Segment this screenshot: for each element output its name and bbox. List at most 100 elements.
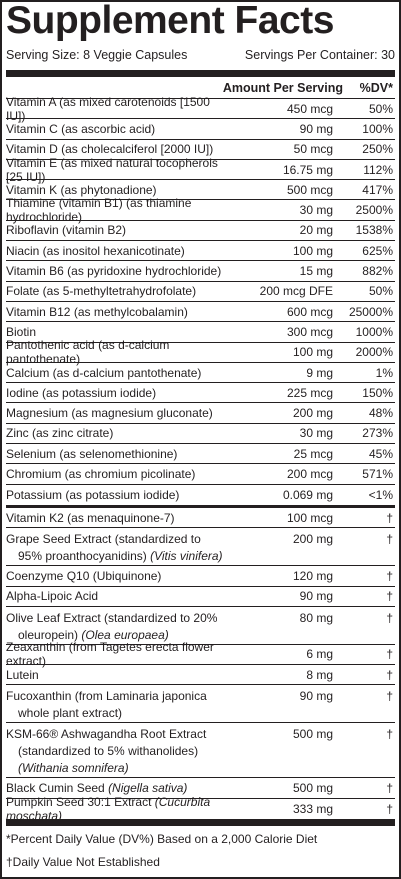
ingredient-name-cell: Pantothenic acid (as d-calcium pantothen… xyxy=(6,338,223,366)
ingredient-name: Pantothenic acid (as d-calcium pantothen… xyxy=(6,338,170,367)
amount: 200 mg xyxy=(292,406,333,421)
ingredient-row: KSM-66® Ashwagandha Root Extract (standa… xyxy=(6,723,395,779)
footnote: †Daily Value Not Established xyxy=(6,855,160,870)
ingredient-name: Iodine (as potassium iodide) xyxy=(6,385,157,400)
ingredient-name-cell: Zinc (as zinc citrate) xyxy=(6,426,223,440)
ingredient-name: Folate (as 5-methyltetrahydrofolate) xyxy=(6,284,197,299)
daily-value: 112% xyxy=(363,162,393,177)
ingredient-row: Vitamin K2 (as menaquinone-7) 100 mcg † xyxy=(6,508,395,529)
daily-value: 273% xyxy=(362,426,393,441)
ingredient-row: Thiamine (vitamin B1) (as thiamine hydro… xyxy=(6,196,395,224)
ingredient-row: Lutein 8 mg † xyxy=(6,665,395,686)
daily-value: † xyxy=(386,727,393,742)
ingredient-row: Vitamin B6 (as pyridoxine hydrochloride)… xyxy=(6,261,395,282)
ingredient-name-cell: Folate (as 5-methyltetrahydrofolate) xyxy=(6,284,223,298)
ingredient-name: Niacin (as inositol hexanicotinate) xyxy=(6,243,185,258)
amount: 6 mg xyxy=(306,647,333,662)
dv-header: %DV* xyxy=(359,80,393,95)
ingredient-name-cell: Olive Leaf Extract (standardized to 20% … xyxy=(6,610,223,644)
ingredient-name: Riboflavin (vitamin B2) xyxy=(6,223,127,238)
ingredient-row: Vitamin E (as mixed natural tocopherols … xyxy=(6,156,395,184)
footnote: *Percent Daily Value (DV%) Based on a 2,… xyxy=(6,832,318,847)
amount: 120 mg xyxy=(292,568,333,583)
daily-value: 2000% xyxy=(355,345,393,360)
amount: 200 mcg xyxy=(286,466,333,481)
ingredient-name: Zeaxanthin (from Tagetes erecta flower e… xyxy=(6,640,214,669)
daily-value: † xyxy=(386,781,393,796)
amount: 90 mg xyxy=(299,121,333,136)
ingredient-name-cell: Calcium (as d-calcium pantothenate) xyxy=(6,366,223,380)
daily-value: † xyxy=(386,589,393,604)
ingredient-name: Fucoxanthin (from Laminaria japonica who… xyxy=(6,689,207,721)
amount: 300 mcg xyxy=(286,324,333,339)
ingredient-row: Pumpkin Seed 30:1 Extract (Cucurbita mos… xyxy=(6,795,395,823)
daily-value: † xyxy=(386,532,393,547)
ingredient-row: Vitamin B12 (as methylcobalamin) 600 mcg 2… xyxy=(6,302,395,323)
latin-name: (Vitis vinifera) xyxy=(150,549,223,564)
daily-value: 571% xyxy=(362,466,393,481)
ingredient-row: Zinc (as zinc citrate) 30 mg 273% xyxy=(6,424,395,445)
ingredient-row: Iodine (as potassium iodide) 225 mcg 150% xyxy=(6,383,395,404)
daily-value: 250% xyxy=(362,142,393,157)
thick-rule xyxy=(6,819,395,827)
amount: 90 mg xyxy=(299,689,333,704)
ingredient-name: Chromium (as chromium picolinate) xyxy=(6,466,196,481)
daily-value: † xyxy=(386,568,393,583)
daily-value: † xyxy=(386,801,393,816)
ingredient-name: Alpha-Lipoic Acid xyxy=(6,589,99,604)
ingredient-row: Riboflavin (vitamin B2) 20 mg 1538% xyxy=(6,221,395,242)
ingredient-row: Biotin 300 mcg 1000% xyxy=(6,322,395,343)
ingredient-name: Vitamin C (as ascorbic acid) xyxy=(6,121,156,136)
daily-value: 1538% xyxy=(355,223,393,238)
ingredient-name-cell: Biotin xyxy=(6,325,223,339)
daily-value: † xyxy=(386,667,393,682)
ingredient-name-cell: Vitamin K2 (as menaquinone-7) xyxy=(6,511,223,525)
ingredient-name-cell: Fucoxanthin (from Laminaria japonica who… xyxy=(6,688,223,722)
amount: 500 mcg xyxy=(286,182,333,197)
ingredient-row: Magnesium (as magnesium gluconate) 200 mg… xyxy=(6,403,395,424)
ingredient-name-cell: KSM-66® Ashwagandha Root Extract (standa… xyxy=(6,726,223,777)
latin-name: (Cucurbita moschata) xyxy=(6,794,211,823)
ingredient-row: Vitamin D (as cholecalciferol [2000 IU])… xyxy=(6,140,395,160)
amount: 8 mg xyxy=(306,667,333,682)
daily-value: 1000% xyxy=(355,324,393,339)
medium-rule xyxy=(6,504,395,508)
ingredient-row: Chromium (as chromium picolinate) 200 mcg… xyxy=(6,464,395,485)
ingredient-name-cell: Iodine (as potassium iodide) xyxy=(6,386,223,400)
daily-value: 48% xyxy=(368,406,393,421)
amount: 500 mg xyxy=(292,727,333,742)
ingredient-name-cell: Potassium (as potassium iodide) xyxy=(6,488,223,502)
ingredient-name: Magnesium (as magnesium gluconate) xyxy=(6,406,213,421)
ingredient-row: Calcium (as d-calcium pantothenate) 9 mg 1… xyxy=(6,363,395,384)
ingredient-name-cell: Magnesium (as magnesium gluconate) xyxy=(6,406,223,420)
ingredient-name-cell: Selenium (as selenomethionine) xyxy=(6,447,223,461)
ingredient-name-cell: Vitamin A (as mixed carotenoids [1500 IU… xyxy=(6,95,223,123)
daily-value: 100% xyxy=(362,121,393,136)
ingredient-row: Vitamin A (as mixed carotenoids [1500 IU… xyxy=(6,95,395,123)
daily-value: <1% xyxy=(368,487,393,502)
daily-value: † xyxy=(386,610,393,625)
daily-value: 150% xyxy=(362,385,393,400)
ingredient-row: Folate (as 5-methyltetrahydrofolate) 200 … xyxy=(6,282,395,302)
ingredient-name-cell: Grape Seed Extract (standardized to 95% … xyxy=(6,531,223,565)
ingredient-name-cell: Riboflavin (vitamin B2) xyxy=(6,223,223,237)
ingredient-name-cell: Vitamin K (as phytonadione) xyxy=(6,183,223,197)
amount: 16.75 mg xyxy=(282,162,333,177)
ingredient-name-cell: Chromium (as chromium picolinate) xyxy=(6,467,223,481)
ingredient-name: Black Cumin Seed xyxy=(6,781,105,796)
amount: 50 mcg xyxy=(293,142,333,157)
ingredient-name-cell: Vitamin D (as cholecalciferol [2000 IU]) xyxy=(6,142,223,156)
daily-value: 1% xyxy=(375,365,393,380)
ingredient-row: Vitamin C (as ascorbic acid) 90 mg 100% xyxy=(6,119,395,140)
amount: 0.069 mg xyxy=(282,487,333,502)
amount: 90 mg xyxy=(299,589,333,604)
amount: 15 mg xyxy=(299,264,333,279)
latin-name: (Nigella sativa) xyxy=(108,781,188,796)
ingredient-name-cell: Pumpkin Seed 30:1 Extract (Cucurbita mos… xyxy=(6,795,223,823)
ingredient-name: Vitamin K2 (as menaquinone-7) xyxy=(6,510,175,525)
amount: 25 mcg xyxy=(293,446,333,461)
nutrient-list: Vitamin A (as mixed carotenoids [1500 IU… xyxy=(6,95,395,505)
servings-per-container: Servings Per Container: 30 xyxy=(244,48,395,62)
ingredient-name: Olive Leaf Extract (standardized to 20% … xyxy=(6,610,218,642)
